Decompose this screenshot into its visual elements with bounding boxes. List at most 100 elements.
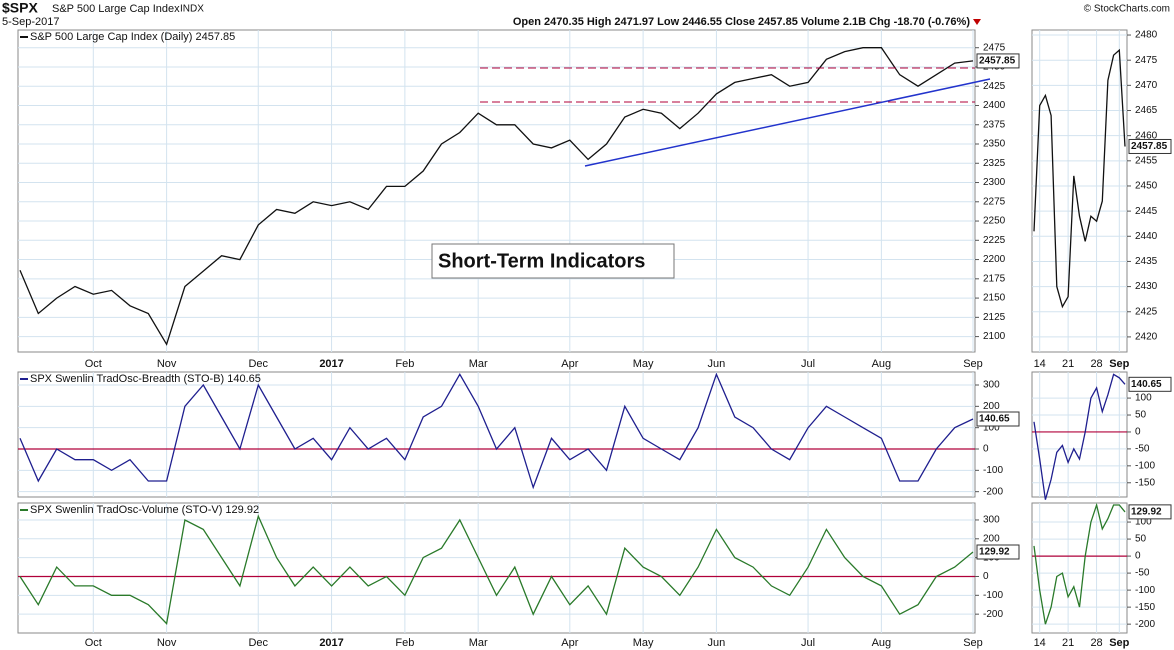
y-tick-label: -100	[983, 590, 1003, 601]
y-tick-label: 100	[1135, 393, 1152, 404]
x-tick-label: Sep	[1109, 358, 1129, 370]
y-tick-label: 2400	[983, 100, 1006, 111]
last-value-box	[976, 411, 1020, 427]
last-value-box	[1128, 376, 1172, 392]
y-tick-label: 2460	[1135, 130, 1158, 141]
y-tick-label: 0	[983, 444, 989, 455]
symbol: $SPX	[2, 0, 38, 16]
date: 5-Sep-2017	[2, 16, 60, 28]
y-tick-label: 100	[983, 422, 1000, 433]
last-value-label: 2457.85	[1131, 141, 1168, 152]
x-tick-label: Nov	[157, 637, 177, 649]
annotation: Short-Term Indicators	[438, 250, 645, 272]
y-tick-label: 2450	[1135, 181, 1158, 192]
last-value-label: 129.92	[979, 547, 1010, 558]
y-tick-label: 2425	[1135, 306, 1158, 317]
panel-frame	[17, 371, 976, 498]
x-tick-label: Feb	[395, 358, 414, 370]
y-tick-label: 50	[1135, 410, 1147, 421]
y-tick-label: 300	[983, 380, 1000, 391]
last-value-box	[1128, 138, 1172, 154]
x-tick-label: 21	[1062, 358, 1074, 370]
last-value-box	[976, 544, 1020, 560]
x-tick-label: Aug	[872, 358, 892, 370]
x-tick-label: Dec	[248, 637, 268, 649]
y-tick-label: -200	[983, 609, 1003, 620]
x-tick-label: 2017	[319, 358, 343, 370]
y-tick-label: 2175	[983, 273, 1006, 284]
x-tick-label: Aug	[872, 637, 892, 649]
series-line	[1033, 48, 1126, 309]
last-value-label: 140.65	[979, 414, 1010, 425]
y-tick-label: 2200	[983, 254, 1006, 265]
x-tick-label: Oct	[85, 637, 102, 649]
x-tick-label: Oct	[85, 358, 102, 370]
last-value-label: 2457.85	[979, 56, 1016, 67]
x-tick-label: Mar	[469, 637, 488, 649]
y-tick-label: -100	[1135, 585, 1155, 596]
x-tick-label: Sep	[963, 358, 983, 370]
y-tick-label: 2465	[1135, 105, 1158, 116]
y-tick-label: -150	[1135, 602, 1155, 613]
x-tick-label: Sep	[1109, 637, 1129, 649]
last-value-box	[976, 53, 1020, 69]
x-tick-label: Jun	[708, 637, 726, 649]
y-tick-label: 2470	[1135, 80, 1158, 91]
x-tick-label: 14	[1034, 637, 1046, 649]
x-tick-label: 28	[1090, 358, 1102, 370]
x-tick-label: 14	[1034, 358, 1046, 370]
series-line	[19, 47, 974, 346]
exchange: INDX	[180, 4, 204, 15]
series-line	[19, 514, 974, 625]
x-tick-label: Nov	[157, 358, 177, 370]
y-tick-label: 2425	[983, 81, 1006, 92]
x-tick-label: Mar	[469, 358, 488, 370]
x-tick-label: 21	[1062, 637, 1074, 649]
x-tick-label: Apr	[561, 358, 578, 370]
y-tick-label: 300	[983, 515, 1000, 526]
x-tick-label: Jul	[801, 637, 815, 649]
y-tick-label: 2150	[983, 293, 1006, 304]
panel-frame	[1031, 502, 1128, 634]
x-tick-label: May	[633, 358, 654, 370]
y-tick-label: 2325	[983, 158, 1006, 169]
y-tick-label: 2455	[1135, 155, 1158, 166]
y-tick-label: 2300	[983, 177, 1006, 188]
y-tick-label: -150	[1135, 477, 1155, 488]
down-arrow	[973, 19, 981, 25]
y-tick-label: 2100	[983, 331, 1006, 342]
y-tick-label: 2225	[983, 235, 1006, 246]
legend-entry: S&P 500 Large Cap Index (Daily) 2457.85	[30, 31, 235, 43]
y-tick-label: 200	[983, 533, 1000, 544]
y-tick-label: -200	[983, 486, 1003, 497]
x-tick-label: 2017	[319, 637, 343, 649]
index-name: S&P 500 Large Cap Index	[52, 3, 180, 15]
annotation-box	[431, 243, 675, 279]
x-tick-label: Feb	[395, 637, 414, 649]
x-tick-label: Jul	[801, 358, 815, 370]
panel-frame	[1031, 29, 1128, 353]
y-tick-label: 50	[1135, 534, 1147, 545]
y-tick-label: 0	[983, 571, 989, 582]
x-tick-label: May	[633, 637, 654, 649]
last-value-label: 129.92	[1131, 507, 1162, 518]
last-value-box	[1128, 504, 1172, 520]
y-tick-label: 2475	[983, 42, 1006, 53]
y-tick-label: 2420	[1135, 332, 1158, 343]
panel-frame	[1031, 371, 1128, 498]
quote: Open 2470.35 High 2471.97 Low 2446.55 Cl…	[513, 16, 970, 28]
y-tick-label: -100	[983, 465, 1003, 476]
last-value-label: 140.65	[1131, 379, 1162, 390]
x-tick-label: Dec	[248, 358, 268, 370]
series-line	[1033, 373, 1126, 500]
y-tick-label: 0	[1135, 427, 1141, 438]
y-tick-label: 2445	[1135, 206, 1158, 217]
y-tick-label: -100	[1135, 460, 1155, 471]
x-tick-label: Apr	[561, 637, 578, 649]
legend-entry: SPX Swenlin TradOsc-Breadth (STO-B) 140.…	[30, 373, 261, 385]
y-tick-label: 2475	[1135, 55, 1158, 66]
panel-frame	[17, 29, 976, 353]
x-tick-label: Jun	[708, 358, 726, 370]
trend-line	[584, 78, 991, 167]
